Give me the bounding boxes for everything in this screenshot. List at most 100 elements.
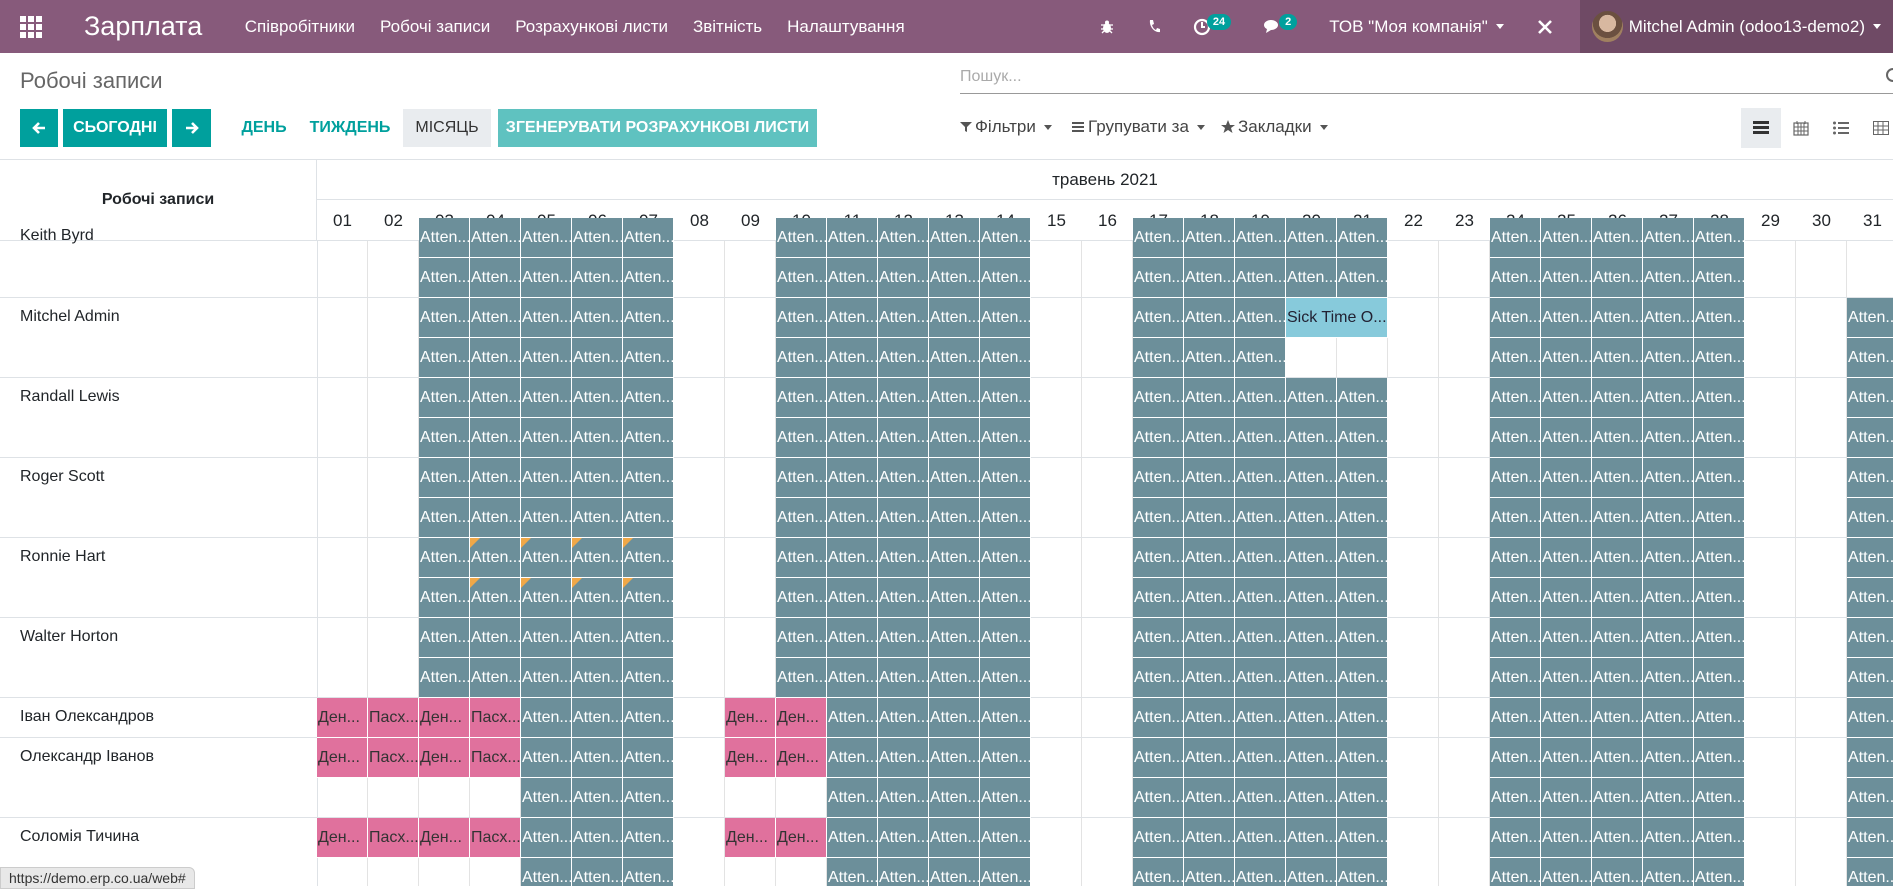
attendance-entry[interactable]: Atten... xyxy=(623,338,674,378)
attendance-entry[interactable]: Atten... xyxy=(1133,738,1184,778)
activity-button[interactable]: 24 xyxy=(1177,13,1247,36)
attendance-entry[interactable]: Atten... xyxy=(470,298,521,338)
attendance-entry[interactable]: Atten... xyxy=(1286,418,1337,458)
attendance-entry[interactable]: Atten... xyxy=(1592,658,1643,698)
attendance-entry[interactable]: Atten... xyxy=(1643,338,1694,378)
attendance-entry[interactable]: Atten... xyxy=(1847,338,1893,378)
menu-reporting[interactable]: Звітність xyxy=(692,16,763,36)
attendance-entry[interactable]: Atten... xyxy=(1337,538,1388,578)
attendance-entry[interactable]: Atten... xyxy=(1643,498,1694,538)
attendance-entry[interactable]: Atten... xyxy=(980,778,1031,818)
attendance-entry[interactable]: Atten... xyxy=(1133,578,1184,618)
attendance-entry[interactable]: Atten... xyxy=(1694,778,1745,818)
attendance-entry[interactable]: Atten... xyxy=(878,378,929,418)
attendance-entry[interactable]: Atten... xyxy=(572,818,623,858)
attendance-entry[interactable]: Atten... xyxy=(827,338,878,378)
attendance-entry[interactable]: Atten... xyxy=(827,218,878,258)
attendance-entry[interactable]: Atten... xyxy=(470,458,521,498)
holiday-entry[interactable]: Ден... xyxy=(776,698,827,738)
attendance-entry[interactable]: Atten... xyxy=(827,458,878,498)
attendance-entry[interactable]: Atten... xyxy=(878,298,929,338)
attendance-entry[interactable]: Atten... xyxy=(1592,458,1643,498)
attendance-entry[interactable]: Atten... xyxy=(572,498,623,538)
attendance-entry[interactable]: Atten... xyxy=(980,218,1031,258)
search-options-icon[interactable] xyxy=(1886,68,1893,82)
attendance-entry[interactable]: Atten... xyxy=(521,418,572,458)
attendance-entry[interactable]: Atten... xyxy=(1541,778,1592,818)
attendance-entry[interactable]: Atten... xyxy=(1847,498,1893,538)
attendance-entry[interactable]: Atten... xyxy=(623,378,674,418)
attendance-entry[interactable]: Atten... xyxy=(470,418,521,458)
attendance-entry[interactable]: Atten... xyxy=(1235,538,1286,578)
attendance-entry[interactable]: Atten... xyxy=(929,298,980,338)
attendance-entry[interactable]: Atten... xyxy=(1133,338,1184,378)
attendance-entry[interactable]: Atten... xyxy=(1286,738,1337,778)
attendance-entry[interactable]: Atten... xyxy=(980,498,1031,538)
attendance-entry[interactable]: Atten... xyxy=(1184,378,1235,418)
attendance-entry[interactable]: Atten... xyxy=(1847,818,1893,858)
attendance-entry[interactable]: Atten... xyxy=(1694,338,1745,378)
attendance-entry[interactable]: Atten... xyxy=(1694,538,1745,578)
attendance-entry[interactable]: Atten... xyxy=(929,458,980,498)
attendance-entry[interactable]: Atten... xyxy=(1592,218,1643,258)
view-calendar-button[interactable] xyxy=(1781,108,1821,148)
attendance-entry[interactable]: Atten... xyxy=(827,378,878,418)
attendance-entry[interactable]: Atten... xyxy=(929,658,980,698)
attendance-entry[interactable]: Atten... xyxy=(776,618,827,658)
attendance-entry[interactable]: Atten... xyxy=(419,538,470,578)
attendance-entry[interactable]: Atten... xyxy=(572,538,623,578)
attendance-entry[interactable]: Atten... xyxy=(1694,458,1745,498)
holiday-entry[interactable]: Ден... xyxy=(317,738,368,778)
holiday-entry[interactable]: Ден... xyxy=(776,738,827,778)
attendance-entry[interactable]: Atten... xyxy=(1184,218,1235,258)
attendance-entry[interactable]: Atten... xyxy=(521,538,572,578)
attendance-entry[interactable]: Atten... xyxy=(1643,378,1694,418)
attendance-entry[interactable]: Atten... xyxy=(623,658,674,698)
attendance-entry[interactable]: Atten... xyxy=(623,778,674,818)
attendance-entry[interactable]: Atten... xyxy=(572,618,623,658)
attendance-entry[interactable]: Atten... xyxy=(1235,218,1286,258)
attendance-entry[interactable]: Atten... xyxy=(1235,778,1286,818)
attendance-entry[interactable]: Atten... xyxy=(1133,698,1184,738)
company-switcher[interactable]: ТОВ "Моя компанія" xyxy=(1313,17,1520,37)
attendance-entry[interactable]: Atten... xyxy=(776,338,827,378)
attendance-entry[interactable]: Atten... xyxy=(1541,458,1592,498)
attendance-entry[interactable]: Atten... xyxy=(1541,818,1592,858)
attendance-entry[interactable]: Atten... xyxy=(521,618,572,658)
attendance-entry[interactable]: Atten... xyxy=(1133,498,1184,538)
attendance-entry[interactable]: Atten... xyxy=(521,218,572,258)
attendance-entry[interactable]: Atten... xyxy=(1643,658,1694,698)
attendance-entry[interactable]: Atten... xyxy=(1337,578,1388,618)
attendance-entry[interactable]: Atten... xyxy=(1133,818,1184,858)
messages-button[interactable]: 2 xyxy=(1247,13,1313,36)
attendance-entry[interactable]: Atten... xyxy=(419,658,470,698)
attendance-entry[interactable]: Atten... xyxy=(1337,778,1388,818)
attendance-entry[interactable]: Atten... xyxy=(1235,618,1286,658)
attendance-entry[interactable]: Atten... xyxy=(1643,778,1694,818)
attendance-entry[interactable]: Atten... xyxy=(572,458,623,498)
attendance-entry[interactable]: Atten... xyxy=(1541,698,1592,738)
attendance-entry[interactable]: Atten... xyxy=(878,858,929,886)
attendance-entry[interactable]: Atten... xyxy=(1592,538,1643,578)
attendance-entry[interactable]: Atten... xyxy=(419,378,470,418)
attendance-entry[interactable]: Atten... xyxy=(1694,618,1745,658)
attendance-entry[interactable]: Atten... xyxy=(521,858,572,886)
attendance-entry[interactable]: Atten... xyxy=(827,498,878,538)
attendance-entry[interactable]: Atten... xyxy=(521,498,572,538)
attendance-entry[interactable]: Atten... xyxy=(1694,298,1745,338)
attendance-entry[interactable]: Atten... xyxy=(1286,458,1337,498)
attendance-entry[interactable]: Atten... xyxy=(1490,698,1541,738)
attendance-entry[interactable]: Atten... xyxy=(1286,818,1337,858)
attendance-entry[interactable]: Atten... xyxy=(572,258,623,298)
holiday-entry[interactable]: Ден... xyxy=(317,818,368,858)
attendance-entry[interactable]: Atten... xyxy=(1643,218,1694,258)
holiday-entry[interactable]: Ден... xyxy=(725,738,776,778)
attendance-entry[interactable]: Atten... xyxy=(572,298,623,338)
groupby-dropdown[interactable]: Групувати за xyxy=(1072,117,1205,137)
attendance-entry[interactable]: Atten... xyxy=(878,258,929,298)
attendance-entry[interactable]: Atten... xyxy=(1694,218,1745,258)
attendance-entry[interactable]: Atten... xyxy=(1286,658,1337,698)
attendance-entry[interactable]: Atten... xyxy=(1643,258,1694,298)
attendance-entry[interactable]: Atten... xyxy=(419,618,470,658)
attendance-entry[interactable]: Atten... xyxy=(1847,858,1893,886)
